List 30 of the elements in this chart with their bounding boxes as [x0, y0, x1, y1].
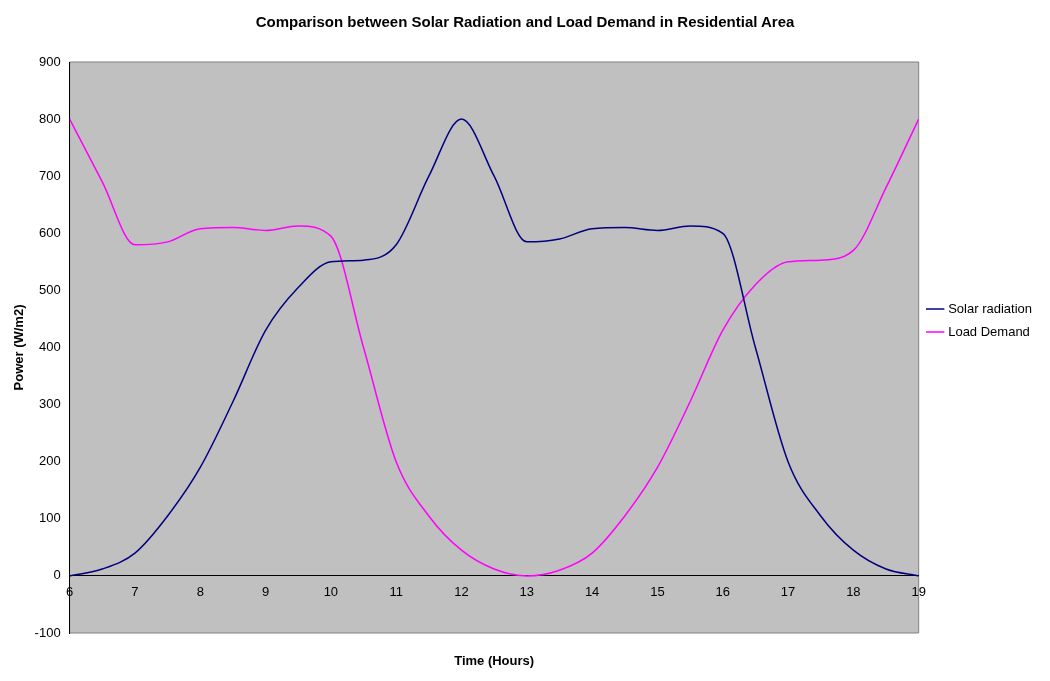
y-tick-label: 400 — [38, 339, 61, 355]
y-tick-label: -100 — [34, 624, 61, 640]
x-tick-label: 12 — [454, 584, 469, 600]
x-tick-label: 9 — [261, 584, 270, 600]
x-tick-label: 10 — [323, 584, 339, 600]
x-tick-label: 13 — [519, 584, 535, 600]
x-tick-label: 11 — [389, 584, 403, 600]
y-tick-label: 0 — [53, 567, 61, 583]
y-axis-title: Power (W/m2) — [11, 304, 27, 391]
y-tick-label: 600 — [38, 224, 61, 240]
y-tick-label: 100 — [38, 510, 61, 526]
x-tick-label: 8 — [196, 584, 204, 600]
y-tick-label: 300 — [38, 396, 61, 412]
x-tick-label: 16 — [715, 584, 730, 600]
y-tick-label: 800 — [38, 110, 61, 126]
legend-label: Load Demand — [948, 323, 1030, 339]
y-tick-label: 700 — [38, 167, 61, 183]
legend-label: Solar radiation — [948, 300, 1032, 316]
y-tick-label: 500 — [38, 281, 61, 297]
x-tick-label: 7 — [131, 584, 139, 600]
x-tick-label: 15 — [650, 584, 665, 600]
line-series — [69, 118, 919, 577]
x-tick-label: 14 — [584, 584, 600, 600]
chart-title: Comparison between Solar Radiation and Load Demand in Residential Area — [255, 13, 796, 31]
y-tick-label: 200 — [38, 453, 61, 469]
x-tick-label: 19 — [911, 584, 926, 600]
x-tick-label: 17 — [780, 584, 796, 600]
y-tick-label: 900 — [38, 53, 61, 69]
x-axis-title: Time (Hours) — [454, 653, 535, 668]
x-tick-label: 18 — [846, 584, 861, 600]
